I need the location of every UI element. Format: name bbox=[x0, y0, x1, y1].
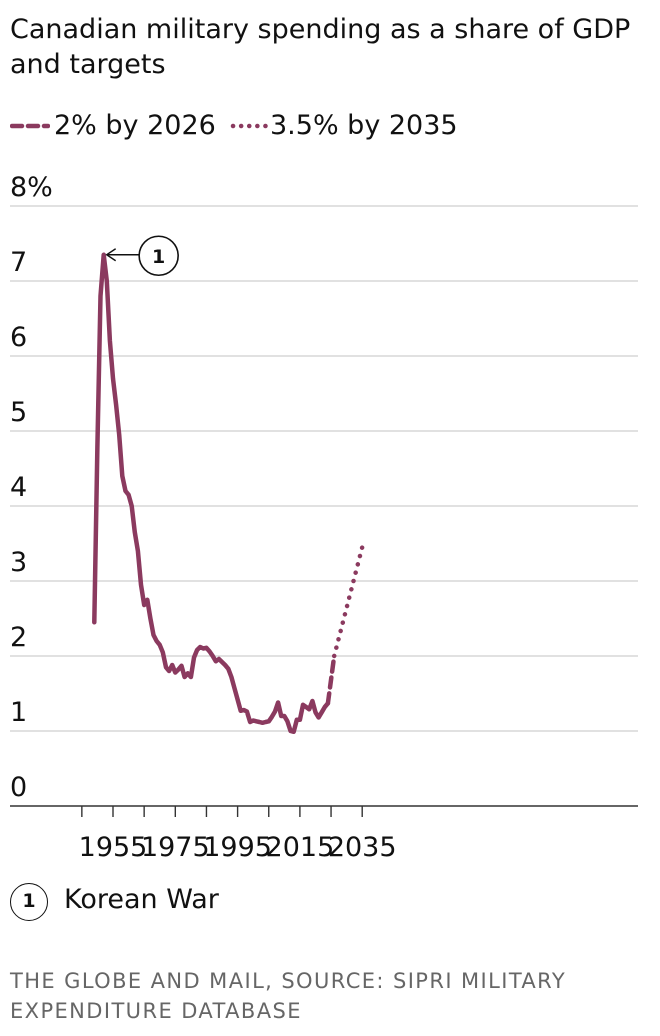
y-tick-label: 0 bbox=[10, 772, 27, 803]
y-tick-label: 6 bbox=[10, 322, 27, 353]
annotation-number-badge: 1 bbox=[10, 883, 48, 921]
annotation-marker-number: 1 bbox=[152, 246, 165, 268]
y-tick-label: 7 bbox=[10, 247, 27, 278]
x-tick-label: 1995 bbox=[203, 832, 272, 863]
annotation-text: Korean War bbox=[64, 884, 219, 915]
dotted-line-swatch bbox=[230, 123, 270, 129]
annotation-arrowhead bbox=[105, 248, 117, 262]
y-tick-label: 3 bbox=[10, 547, 27, 578]
legend-item-dashed: 2% by 2026 bbox=[10, 108, 216, 144]
legend-label-2035-target: 3.5% by 2035 bbox=[270, 110, 458, 141]
annotation-marker-circle bbox=[138, 235, 179, 277]
y-tick-label: 4 bbox=[10, 472, 27, 503]
y-tick-label: 5 bbox=[10, 397, 27, 428]
series-line-dotted bbox=[331, 545, 365, 659]
x-tick-label: 2015 bbox=[266, 832, 335, 863]
source-credit: THE GLOBE AND MAIL, SOURCE: SIPRI MILITA… bbox=[10, 969, 567, 1023]
legend-label-2026-target: 2% by 2026 bbox=[54, 110, 216, 141]
y-tick-label: 8% bbox=[10, 172, 53, 203]
x-tick-label: 2035 bbox=[328, 832, 397, 863]
series-line-dashed bbox=[325, 653, 337, 706]
dashed-line-swatch bbox=[10, 123, 50, 129]
x-tick-label: 1955 bbox=[79, 832, 148, 863]
annotation-note: 1 Korean War bbox=[10, 880, 650, 924]
y-tick-label: 2 bbox=[10, 622, 27, 653]
series-line-solid bbox=[92, 252, 331, 735]
legend-item-dotted: 3.5% by 2035 bbox=[230, 108, 490, 144]
x-tick-label: 1975 bbox=[141, 832, 210, 863]
legend: 2% by 2026 3.5% by 2035 bbox=[10, 108, 650, 144]
chart-title: Canadian military spending as a share of… bbox=[10, 14, 631, 80]
y-tick-label: 1 bbox=[10, 697, 27, 728]
